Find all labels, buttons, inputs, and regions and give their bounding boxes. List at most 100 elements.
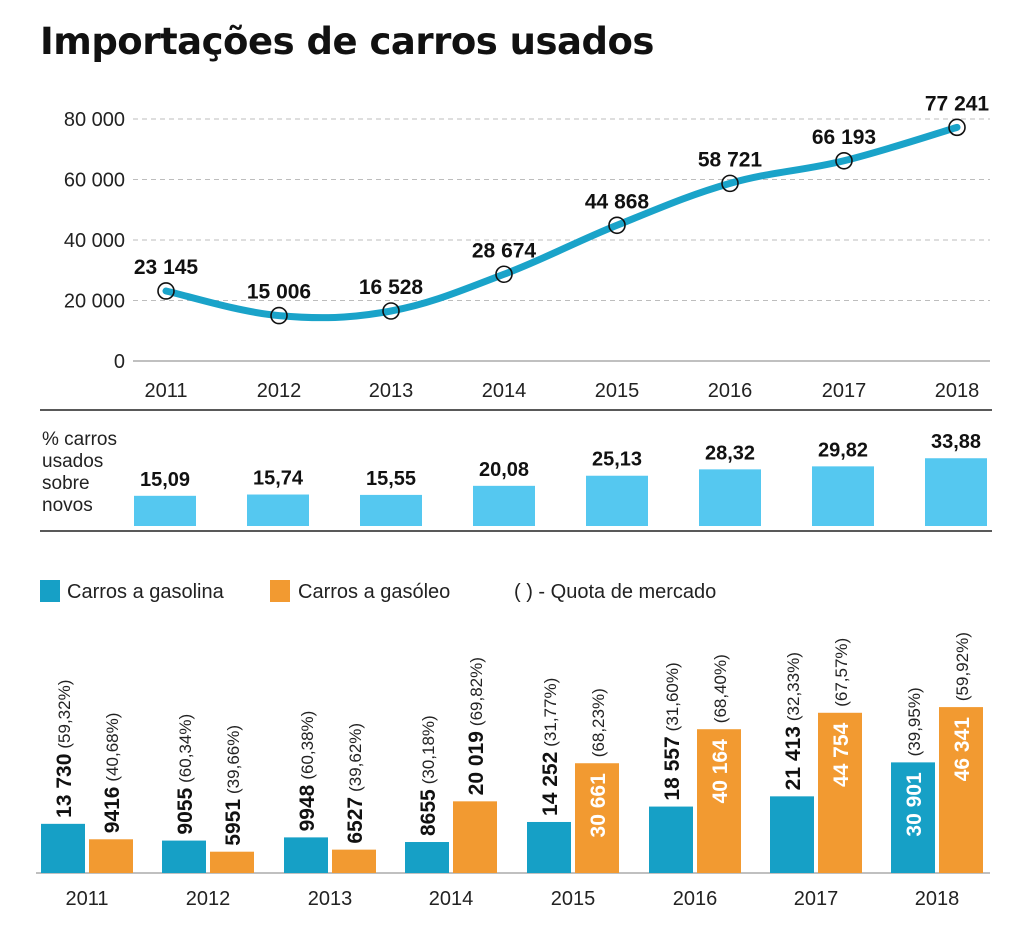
- x-tick-label: 2016: [708, 380, 753, 402]
- x-tick-label: 2018: [935, 380, 980, 402]
- y-tick-label: 0: [114, 351, 125, 373]
- y-tick-label: 40 000: [64, 230, 125, 252]
- data-point-marker: [608, 216, 626, 235]
- market-share-label: (59,32%): [55, 680, 74, 749]
- bar-value-label: 5951: [222, 799, 245, 846]
- market-share-label: (67,57%): [832, 638, 851, 707]
- y-tick-label: 80 000: [64, 109, 125, 131]
- x-tick-label: 2013: [308, 888, 353, 910]
- data-label: 58 721: [698, 148, 763, 171]
- data-point-marker: [495, 265, 513, 284]
- bar-value-label: 8655: [417, 789, 440, 836]
- x-tick-label: 2013: [369, 380, 414, 402]
- market-share-label: (60,38%): [298, 711, 317, 780]
- x-tick-label: 2015: [551, 888, 596, 910]
- gasolina-bar: [649, 806, 693, 873]
- market-share-label: (59,92%): [953, 632, 972, 701]
- data-point-marker: [157, 282, 175, 300]
- gasolina-bar: [770, 796, 814, 873]
- bar-value-label: 46 341: [951, 717, 974, 782]
- share-bar: [134, 495, 196, 526]
- data-point-marker: [270, 306, 288, 325]
- x-tick-label: 2012: [257, 380, 302, 402]
- market-share-label: (30,18%): [419, 715, 438, 784]
- share-bar: [586, 475, 648, 526]
- data-label: 15 006: [247, 281, 311, 304]
- bar-value-label: 18 557: [661, 736, 684, 800]
- x-tick-label: 2011: [144, 380, 187, 402]
- x-tick-label: 2014: [429, 888, 474, 910]
- share-bar-label: 15,74: [253, 468, 304, 490]
- x-tick-label: 2015: [595, 380, 640, 402]
- share-bar-label: 15,55: [366, 468, 416, 490]
- market-share-label: (60,34%): [176, 714, 195, 783]
- data-point-marker: [835, 151, 853, 170]
- share-bar-label: 25,13: [592, 449, 642, 471]
- x-tick-label: 2011: [65, 888, 108, 910]
- bar-value-label: 13 730: [53, 754, 76, 818]
- x-tick-label: 2012: [186, 888, 231, 910]
- x-tick-label: 2014: [482, 380, 527, 402]
- data-label: 16 528: [359, 276, 424, 299]
- gasolina-bar: [527, 821, 571, 873]
- gasoleo-bar: [818, 712, 862, 873]
- market-share-label: (69,82%): [467, 657, 486, 726]
- market-share-label: (31,60%): [663, 662, 682, 731]
- bar-value-label: 21 413: [782, 726, 805, 790]
- bar-value-label: 30 661: [587, 773, 610, 838]
- market-share-label: (32,33%): [784, 652, 803, 721]
- gasolina-bar: [162, 840, 206, 873]
- gasoleo-bar: [332, 849, 376, 873]
- gasoleo-bar: [575, 763, 619, 873]
- bar-value-label: 9416: [101, 787, 124, 834]
- share-axis-label: usados: [42, 451, 103, 472]
- share-bar: [812, 466, 874, 526]
- y-tick-label: 20 000: [64, 291, 125, 313]
- gasoleo-bar: [939, 707, 983, 873]
- gasolina-bar: [284, 837, 328, 873]
- market-share-label: (40,68%): [103, 713, 122, 782]
- share-axis-label: % carros: [42, 429, 117, 450]
- line-series: [162, 123, 961, 322]
- bar-value-label: 20 019: [465, 731, 488, 795]
- market-share-label: (39,66%): [224, 725, 243, 794]
- market-share-label: (68,23%): [589, 688, 608, 757]
- legend-swatch-gasolina: [40, 580, 60, 602]
- data-label: 44 868: [585, 190, 650, 213]
- gasoleo-bar: [89, 839, 133, 873]
- bar-value-label: 40 164: [709, 739, 732, 804]
- bar-value-label: 6527: [344, 797, 367, 844]
- bar-value-label: 9948: [296, 784, 319, 831]
- market-share-label: (31,77%): [541, 678, 560, 747]
- share-axis-label: sobre: [42, 473, 90, 494]
- bar-value-label: 44 754: [830, 722, 853, 787]
- gasoleo-bar: [697, 729, 741, 873]
- data-point-marker: [948, 118, 966, 137]
- share-bar-label: 33,88: [931, 431, 981, 453]
- gasolina-bar: [891, 762, 935, 873]
- share-bar: [699, 469, 761, 526]
- share-bar: [925, 458, 987, 526]
- market-share-label: (39,95%): [905, 687, 924, 756]
- y-tick-label: 60 000: [64, 170, 125, 192]
- gasolina-bar: [41, 823, 85, 873]
- x-tick-label: 2016: [673, 888, 718, 910]
- legend-label-quota: ( ) - Quota de mercado: [514, 581, 716, 603]
- data-point-marker: [382, 302, 400, 320]
- legend-label-gasoleo: Carros a gasóleo: [298, 581, 450, 603]
- share-bar-label: 20,08: [479, 459, 529, 481]
- share-bar: [247, 494, 309, 526]
- x-tick-label: 2017: [822, 380, 867, 402]
- x-tick-label: 2018: [915, 888, 960, 910]
- share-bar-label: 15,09: [140, 469, 190, 491]
- share-bar: [360, 494, 422, 526]
- gasolina-bar: [405, 842, 449, 873]
- bar-value-label: 9055: [174, 788, 197, 835]
- data-label: 23 145: [134, 256, 199, 279]
- data-point-marker: [721, 174, 739, 193]
- market-share-label: (39,62%): [346, 723, 365, 792]
- market-share-label: (68,40%): [711, 654, 730, 723]
- legend-label-gasolina: Carros a gasolina: [67, 581, 225, 603]
- data-label: 66 193: [812, 126, 876, 149]
